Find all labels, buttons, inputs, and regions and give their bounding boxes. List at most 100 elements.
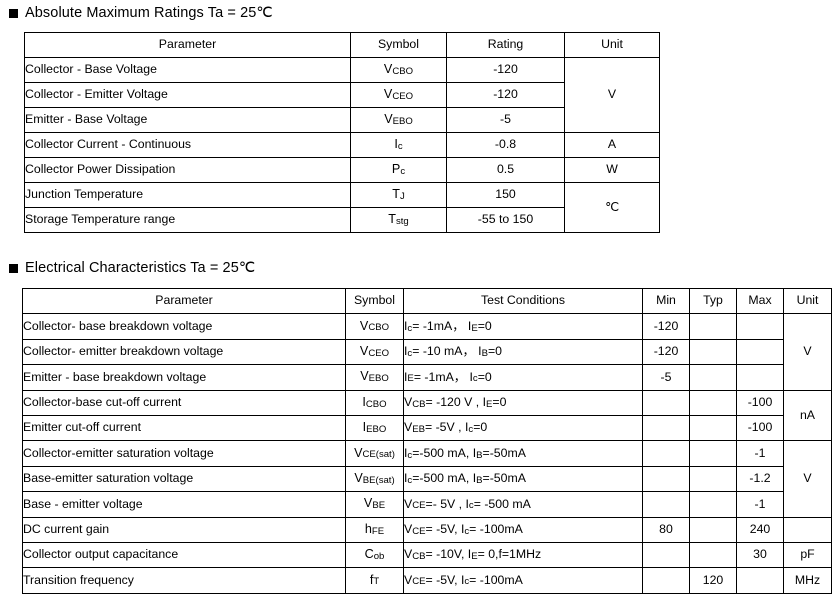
cell-parameter: Base-emitter saturation voltage — [22, 465, 346, 493]
cell-parameter: Collector-base cut-off current — [22, 389, 346, 416]
condition-subscript: B — [476, 474, 483, 486]
table-row: Collector - Emitter Voltage VCEO -120 — [24, 82, 660, 108]
table-row: Emitter - base breakdown voltage VEBO IE= … — [22, 364, 832, 391]
cell-typ — [689, 541, 737, 569]
cell-max: -1.2 — [736, 465, 784, 493]
cell-test-conditions: Ic= -1mA， IE=0 — [403, 313, 643, 340]
cell-symbol: ICBO — [345, 389, 404, 416]
cell-min — [642, 567, 690, 594]
condition-subscript: c — [407, 347, 413, 359]
symbol-main: V — [363, 496, 373, 511]
table-row: Emitter cut-off current IEBO VEB= -5V , Ic… — [22, 414, 832, 442]
cell-unit: nA — [783, 389, 832, 442]
table-header-row: Parameter Symbol Rating Unit — [24, 32, 660, 58]
symbol-subscript: FE — [371, 525, 385, 537]
cell-symbol: Tstg — [350, 207, 447, 233]
symbol-main: V — [359, 344, 369, 359]
cell-unit: ℃ — [564, 182, 660, 233]
section-heading-label: Absolute Maximum Ratings Ta = 25℃ — [25, 5, 273, 21]
table-row: Collector- base breakdown voltage VCBO Ic=… — [22, 313, 832, 391]
symbol-main: I — [362, 394, 366, 409]
filled-square-bullet-icon — [9, 263, 18, 273]
column-header-unit: Unit — [783, 287, 832, 315]
symbol-subscript: EBO — [366, 423, 387, 435]
cell-min — [642, 440, 690, 467]
cell-max: -1 — [736, 440, 784, 467]
cell-unit: A — [564, 132, 660, 158]
condition-subscript: CE — [412, 525, 426, 537]
cell-parameter: Collector - Emitter Voltage — [24, 82, 351, 108]
cell-unit: V — [783, 313, 832, 391]
cell-typ — [689, 338, 737, 366]
cell-min — [642, 491, 690, 518]
cell-max: -1 — [736, 491, 784, 518]
table-row: Collector-base cut-off current ICBO VCB= -… — [22, 389, 832, 442]
symbol-main: V — [360, 369, 369, 384]
cell-max — [736, 338, 784, 366]
column-header-symbol: Symbol — [345, 287, 404, 315]
cell-unit — [783, 516, 832, 543]
cell-parameter: Emitter cut-off current — [22, 414, 346, 442]
condition-subscript: c — [464, 576, 470, 588]
cell-symbol: hFE — [345, 516, 404, 543]
cell-rating: -0.8 — [446, 132, 565, 158]
cell-symbol: VEBO — [345, 364, 404, 391]
cell-parameter: Storage Temperature range — [24, 207, 351, 233]
table-row: Collector Current - Continuous Ic -0.8 A — [24, 132, 660, 158]
cell-min — [642, 389, 690, 416]
cell-typ: 120 — [689, 567, 737, 594]
column-header-unit: Unit — [564, 32, 660, 58]
condition-subscript: c — [407, 449, 413, 461]
cell-symbol: VBE(sat) — [345, 465, 404, 493]
cell-typ — [689, 364, 737, 391]
cell-min: -5 — [642, 364, 690, 391]
condition-subscript: c — [468, 424, 474, 436]
cell-test-conditions: VCE= -5V, Ic= -100mA — [403, 567, 643, 594]
cell-min: -120 — [642, 338, 690, 366]
cell-unit: V — [783, 440, 832, 518]
condition-subscript: c — [464, 525, 470, 537]
cell-unit: V — [564, 57, 660, 133]
cell-min: -120 — [642, 313, 690, 340]
symbol-subscript: EBO — [392, 115, 413, 127]
cell-symbol: VBE — [345, 491, 404, 518]
table-row: Base-emitter saturation voltage VBE(sat) I… — [22, 465, 832, 493]
condition-subscript: c — [468, 500, 474, 512]
cell-symbol: Ic — [350, 132, 447, 158]
condition-subscript: CB — [412, 551, 426, 563]
cell-symbol: VCE(sat) — [345, 440, 404, 467]
absolute-maximum-ratings-table: Parameter Symbol Rating Unit Collector -… — [24, 32, 660, 233]
cell-rating: -120 — [446, 82, 565, 108]
cell-max: -100 — [736, 414, 784, 442]
column-header-parameter: Parameter — [24, 32, 351, 58]
cell-parameter: Collector output capacitance — [22, 541, 346, 569]
condition-subscript: EB — [412, 424, 425, 436]
table-row: Transition frequency fT VCE= -5V, Ic= -100… — [22, 567, 832, 594]
table-row: Collector-emitter saturation voltage VCE(… — [22, 440, 832, 518]
symbol-subscript: stg — [395, 215, 409, 227]
cell-min — [642, 541, 690, 569]
table-row: Collector Power Dissipation Pc 0.5 W — [24, 157, 660, 183]
condition-subscript: E — [471, 551, 478, 563]
condition-subscript: E — [471, 322, 478, 334]
cell-symbol: VCEO — [345, 338, 404, 366]
symbol-subscript: BE(sat) — [362, 474, 395, 486]
symbol-main: T — [388, 212, 396, 227]
condition-subscript: CB — [412, 398, 426, 410]
cell-symbol: VCBO — [350, 57, 447, 83]
cell-max: 240 — [736, 516, 784, 543]
symbol-subscript: CBO — [365, 398, 387, 410]
cell-rating: -5 — [446, 107, 565, 133]
section-heading-absolute-maximum-ratings: Absolute Maximum Ratings Ta = 25℃ — [9, 6, 273, 21]
condition-subscript: E — [407, 373, 414, 385]
cell-typ — [689, 440, 737, 467]
cell-typ — [689, 465, 737, 493]
cell-rating: -120 — [446, 57, 565, 83]
condition-subscript: CE — [412, 500, 426, 512]
cell-parameter: Emitter - base breakdown voltage — [22, 364, 346, 391]
condition-subscript: c — [472, 373, 478, 385]
condition-subscript: B — [476, 449, 483, 461]
cell-max — [736, 313, 784, 340]
symbol-main: V — [354, 445, 363, 460]
cell-symbol: Cob — [345, 541, 404, 569]
